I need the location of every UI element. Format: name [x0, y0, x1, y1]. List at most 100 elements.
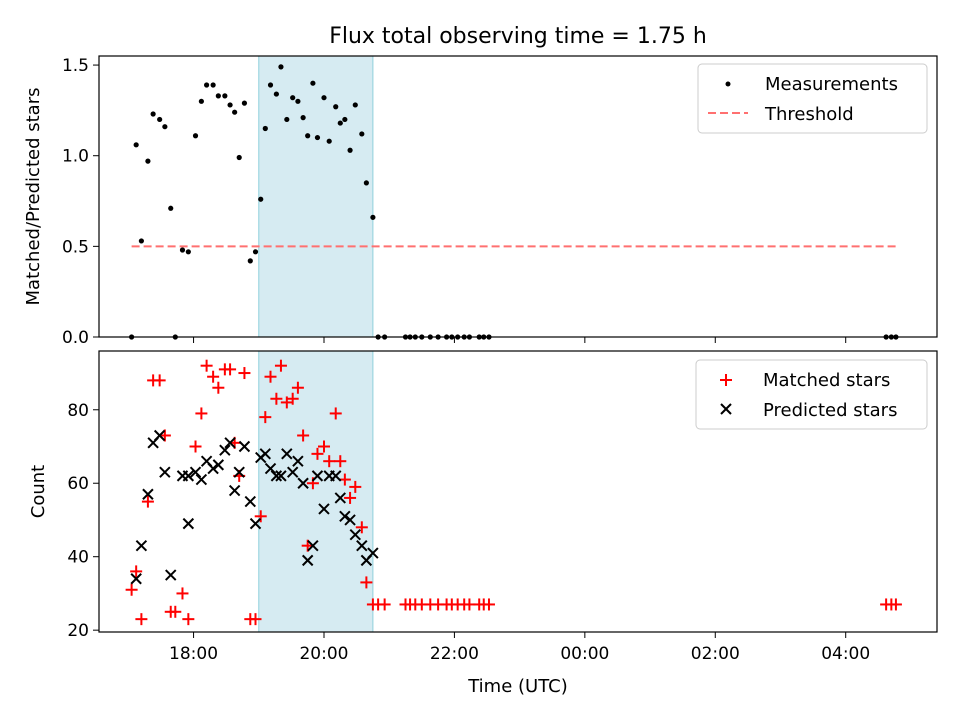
matched-stars-point: [153, 374, 166, 387]
measurements-point: [222, 93, 228, 99]
measurements-point: [227, 102, 233, 108]
matched-stars-legend-marker: [720, 374, 732, 386]
top-y-axis-label: Matched/Predicted stars: [23, 88, 44, 306]
matched-stars-point: [329, 407, 342, 420]
top-legend: Measurements Threshold: [697, 63, 928, 134]
measurements-point: [273, 91, 279, 97]
bottom-x-axis-label: Time (UTC): [467, 676, 568, 697]
measurements-point: [247, 258, 253, 264]
predicted-stars-point: [165, 569, 177, 581]
top-y-axis-ticks: 0.0 0.5 1.0 1.5: [62, 56, 99, 348]
top-y-tick-label: 0.5: [62, 237, 89, 257]
predicted-stars-point: [212, 459, 225, 471]
x-tick-label: 00:00: [560, 644, 609, 664]
predicted-stars-point: [311, 470, 324, 482]
measurements-point: [210, 82, 216, 88]
predicted-stars-point: [339, 510, 351, 523]
matched-stars-point: [195, 407, 208, 420]
predicted-stars-point: [195, 473, 208, 486]
predicted-stars-point: [281, 448, 293, 460]
predicted-stars-point: [176, 470, 189, 482]
predicted-stars-point: [244, 495, 257, 508]
legend-label-predicted-stars: Predicted stars: [763, 400, 897, 421]
measurements-point: [370, 214, 376, 220]
matched-stars-point: [141, 495, 154, 508]
bottom-x-axis-ticks: 18:00 20:00 22:00 00:00 02:00 04:00: [169, 632, 870, 664]
x-tick-label: 04:00: [821, 644, 870, 664]
predicted-stars-point: [259, 448, 272, 460]
top-panel: 0.0 0.5 1.0 1.5 Matched/Predicted stars Mea…: [23, 55, 938, 348]
measurements-point: [145, 158, 151, 164]
measurements-point: [241, 100, 248, 106]
predicted-stars-point: [330, 470, 342, 482]
predicted-stars-point: [228, 484, 241, 497]
matched-stars-point: [212, 381, 225, 394]
predicted-stars-point: [292, 455, 304, 467]
predicted-stars-point: [249, 517, 262, 530]
matched-stars-point: [135, 613, 148, 626]
measurements-point: [363, 180, 369, 186]
predicted-stars-point: [286, 466, 299, 478]
measurements-point: [204, 82, 210, 88]
measurements-point: [150, 111, 156, 117]
matched-stars-point: [297, 429, 310, 442]
matched-stars-point: [238, 367, 251, 380]
top-shaded-interval-layer: [258, 55, 374, 338]
matched-stars-point: [311, 447, 324, 460]
measurements-point: [192, 133, 199, 139]
predicted-stars-point: [142, 488, 154, 500]
predicted-stars-point: [349, 528, 361, 541]
top-x-axis-ticks: [193, 337, 847, 343]
predicted-stars-legend-marker: [720, 403, 732, 415]
x-tick-label: 18:00: [169, 644, 218, 664]
measurements-point: [314, 134, 321, 141]
bottom-legend-box: [695, 359, 928, 430]
bottom-y-axis-label: Count: [28, 465, 49, 518]
measurements-point: [290, 95, 296, 101]
top-y-tick-label: 0.0: [62, 328, 89, 348]
predicted-stars-point: [182, 517, 195, 530]
predicted-stars-point: [159, 466, 171, 478]
matched-stars-point: [274, 359, 287, 372]
predicted-stars-point: [224, 437, 236, 449]
top-axes-frame: [98, 55, 938, 338]
matched-stars-point: [286, 392, 299, 405]
figure-title: Flux total observing time = 1.75 h: [329, 24, 707, 49]
legend-label-threshold: Threshold: [764, 104, 854, 125]
measurements-point: [179, 247, 186, 253]
predicted-stars-point: [344, 514, 356, 526]
matched-stars-point: [189, 440, 202, 453]
measurements-point: [295, 98, 301, 104]
matched-stars-point: [207, 370, 220, 383]
matched-stars-point: [317, 440, 330, 453]
matched-stars-point: [254, 510, 267, 523]
x-tick-label: 22:00: [430, 644, 479, 664]
matched-stars-point: [259, 411, 272, 424]
bottom-axes-frame: [98, 350, 938, 633]
measurements-point: [278, 64, 284, 70]
predicted-stars-point: [130, 573, 142, 585]
matched-stars-point: [344, 491, 357, 504]
predicted-stars-point: [233, 466, 245, 478]
measurements-point: [133, 142, 139, 148]
predicted-stars-point: [264, 462, 277, 475]
top-legend-box: [697, 63, 928, 134]
matched-stars-point: [889, 598, 902, 611]
predicted-stars-point: [367, 547, 379, 559]
measurements-point: [138, 238, 144, 244]
matched-stars-point: [378, 598, 391, 611]
matched-stars-point: [360, 576, 373, 589]
matched-stars-point: [482, 598, 495, 611]
predicted-stars-point: [307, 539, 319, 552]
measurements-point: [258, 196, 264, 202]
measurements-point: [236, 154, 242, 161]
matched-stars-point: [224, 363, 237, 376]
predicted-stars-point: [135, 539, 148, 552]
predicted-stars-point: [189, 466, 202, 478]
measurements-point: [232, 109, 238, 115]
measurements-point: [305, 133, 311, 139]
bottom-legend: Matched stars Predicted stars: [695, 359, 928, 430]
bottom-y-tick-label: 60: [67, 474, 89, 494]
measurements-point: [185, 249, 191, 255]
matched-stars-point: [323, 455, 336, 468]
